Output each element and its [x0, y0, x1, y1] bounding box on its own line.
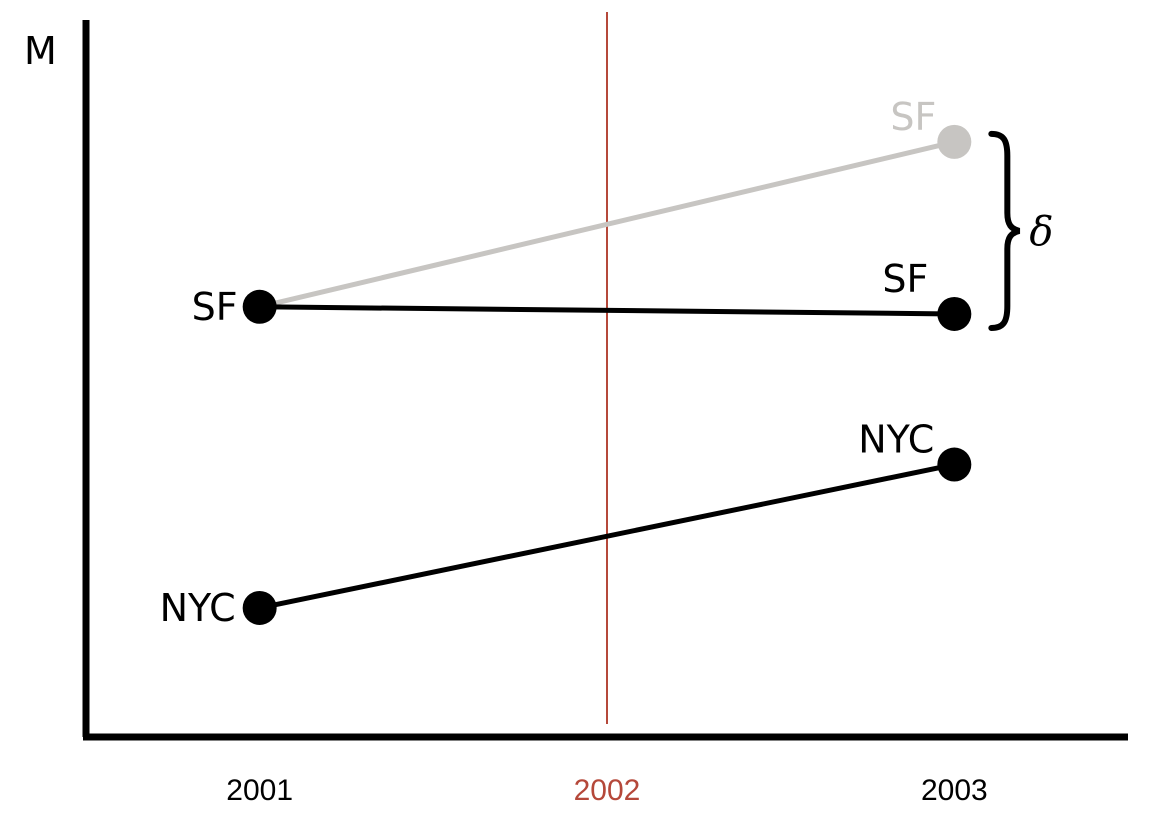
delta-label: δ: [1029, 209, 1053, 255]
data-point-sf-2003: [937, 296, 972, 331]
delta-brace: [988, 130, 1021, 331]
data-point-nyc-2003: [937, 447, 972, 482]
series-line-nyc: [259, 462, 955, 611]
point-label-nyc-2001: NYC: [160, 586, 236, 630]
point-label-nyc-2003: NYC: [858, 418, 934, 462]
x-tick-label-2001: 2001: [226, 774, 293, 807]
series-line-sf-counterfactual: [259, 139, 955, 310]
point-label-sf-counterfactual-2003: SF: [890, 95, 936, 139]
point-label-sf-2003: SF: [882, 257, 928, 301]
data-point-sf-counterfactual-2003: [937, 124, 972, 159]
data-point-nyc-2001: [242, 590, 277, 625]
point-label-sf-2001: SF: [192, 285, 238, 329]
data-point-sf-2001: [242, 289, 277, 324]
y-axis-label: M: [24, 29, 57, 73]
series-line-sf: [259, 304, 955, 317]
x-tick-label-2002: 2002: [574, 774, 641, 807]
x-tick-label-2003: 2003: [921, 774, 988, 807]
